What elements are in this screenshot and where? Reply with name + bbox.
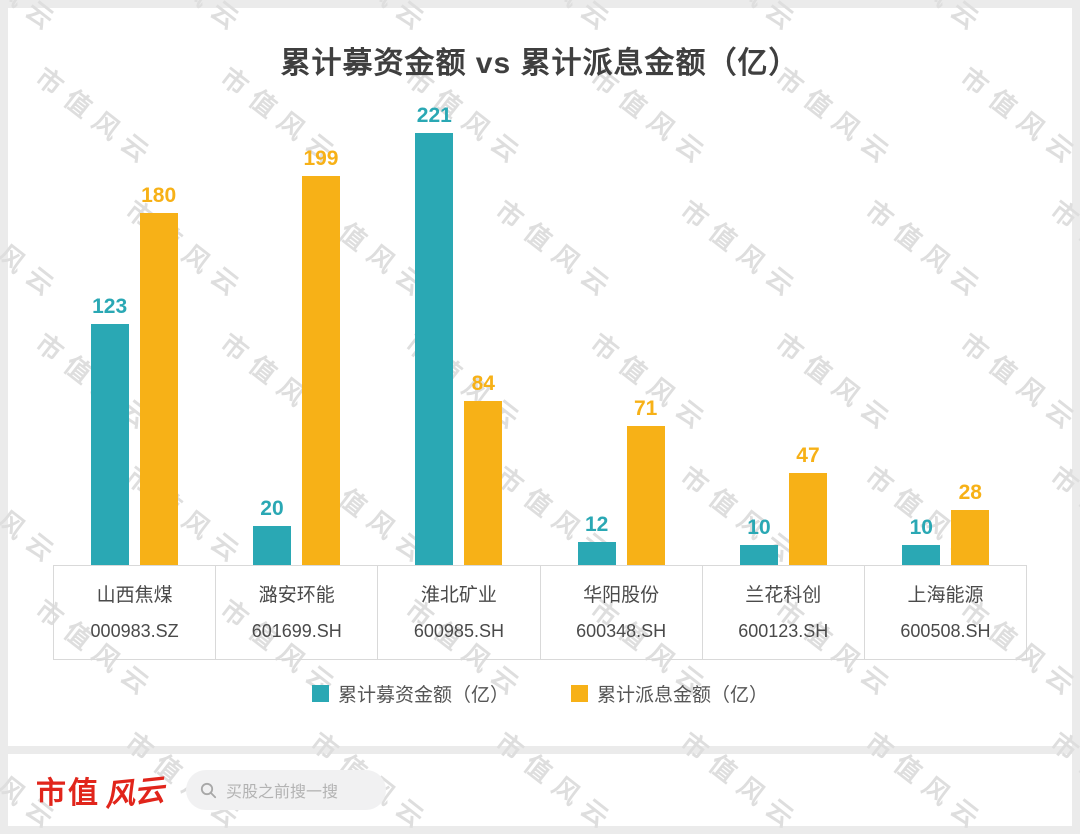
category-name: 兰花科创 <box>745 585 822 606</box>
category-cell: 上海能源 600508.SH <box>863 566 1026 659</box>
category-name: 华阳股份 <box>583 585 660 606</box>
bar-group: 12 71 <box>540 397 702 565</box>
bar-wrap: 20 <box>252 497 291 565</box>
bar-value-label: 12 <box>584 513 609 536</box>
bar-wrap: 10 <box>902 516 941 565</box>
brand-script-logo: 风云 <box>102 773 166 814</box>
bar-group: 10 47 <box>702 444 864 565</box>
bar-dividend-amount <box>788 473 827 565</box>
legend-swatch <box>571 685 588 702</box>
bar-dividend-amount <box>464 401 503 565</box>
bar-value-label: 199 <box>303 147 339 170</box>
bar-dividend-amount <box>951 510 990 565</box>
bar-wrap: 123 <box>90 295 129 565</box>
bar-dividend-amount <box>626 426 665 565</box>
bar-dividend-amount <box>139 213 178 565</box>
bar-value-label: 47 <box>796 444 820 467</box>
bar-wrap: 84 <box>464 372 503 565</box>
chart-card: 累计募资金额 vs 累计派息金额（亿） 123 180 20 199 221 84 12 71… <box>8 8 1072 746</box>
bar-dividend-amount <box>301 176 340 565</box>
bar-value-label: 180 <box>141 184 177 207</box>
bar-wrap: 199 <box>301 147 340 565</box>
bar-value-label: 20 <box>260 497 284 520</box>
search-placeholder: 买股之前搜一搜 <box>226 784 339 801</box>
search-icon <box>200 782 217 799</box>
legend: 累计募资金额（亿） 累计派息金额（亿） <box>8 680 1072 707</box>
bar-value-label: 28 <box>958 481 982 504</box>
legend-item: 累计派息金额（亿） <box>571 680 768 707</box>
stock-code: 600123.SH <box>738 621 829 641</box>
bar-value-label: 84 <box>471 372 495 395</box>
stock-code: 600348.SH <box>576 621 667 641</box>
legend-label: 累计募资金额（亿） <box>337 685 509 706</box>
bar-value-label: 10 <box>909 516 933 539</box>
chart-title: 累计募资金额 vs 累计派息金额（亿） <box>280 47 800 80</box>
category-cell: 山西焦煤 000983.SZ <box>54 566 215 659</box>
bar-chart-plot: 123 180 20 199 221 84 12 71 10 47 10 28 <box>53 104 1027 565</box>
bar-value-label: 123 <box>92 295 128 318</box>
search-input[interactable]: 买股之前搜一搜 <box>186 770 386 810</box>
category-cell: 兰花科创 600123.SH <box>701 566 864 659</box>
category-axis-table: 山西焦煤 000983.SZ 潞安环能 601699.SH 淮北矿业 600985.SH 华… <box>53 565 1027 660</box>
footer-bar: 市值 风云 买股之前搜一搜 <box>8 754 1072 826</box>
category-cell: 淮北矿业 600985.SH <box>377 566 539 659</box>
bar-value-label: 10 <box>747 516 771 539</box>
bar-raised-amount <box>739 545 778 565</box>
legend-label: 累计派息金额（亿） <box>597 685 769 706</box>
bar-wrap: 71 <box>626 397 665 565</box>
category-name: 上海能源 <box>907 585 984 606</box>
bar-value-label: 221 <box>416 104 452 127</box>
bar-wrap: 47 <box>788 444 827 565</box>
category-cell: 潞安环能 601699.SH <box>215 566 377 659</box>
bar-group: 20 199 <box>215 147 377 565</box>
bar-group: 221 84 <box>378 104 540 565</box>
legend-swatch <box>311 685 329 702</box>
bar-wrap: 221 <box>415 104 454 565</box>
legend-item: 累计募资金额（亿） <box>311 680 509 707</box>
stock-code: 600985.SH <box>413 621 504 641</box>
bar-wrap: 180 <box>139 184 178 565</box>
category-name: 淮北矿业 <box>420 585 497 606</box>
brand-text: 市值 <box>36 777 100 810</box>
bar-raised-amount <box>902 545 941 565</box>
bar-wrap: 10 <box>739 516 778 565</box>
bar-wrap: 28 <box>951 481 990 565</box>
bar-value-label: 71 <box>633 397 658 420</box>
bar-raised-amount <box>252 526 291 565</box>
category-name: 潞安环能 <box>258 585 335 606</box>
stock-code: 601699.SH <box>251 621 342 641</box>
bar-raised-amount <box>90 324 129 565</box>
stock-code: 600508.SH <box>900 621 991 641</box>
stock-code: 000983.SZ <box>90 621 179 641</box>
category-cell: 华阳股份 600348.SH <box>539 566 702 659</box>
bar-wrap: 12 <box>577 513 616 565</box>
bar-group: 123 180 <box>53 184 215 565</box>
bar-group: 10 28 <box>865 481 1027 565</box>
category-name: 山西焦煤 <box>96 585 173 606</box>
bar-raised-amount <box>415 133 454 565</box>
bar-raised-amount <box>577 542 616 565</box>
brand-logo: 市值 风云 <box>36 768 166 814</box>
